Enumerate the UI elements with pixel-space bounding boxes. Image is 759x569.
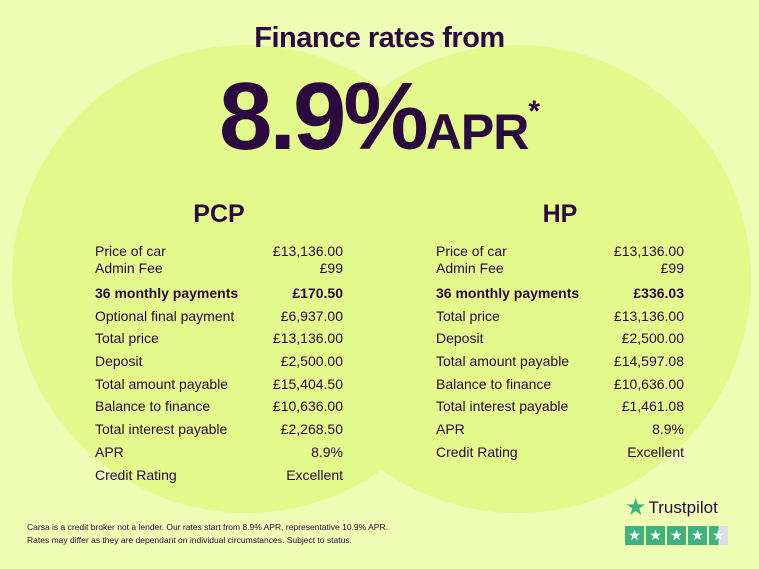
disclaimer: Carsa is a credit broker not a lender. O… xyxy=(27,521,388,546)
row-label: Price of car xyxy=(436,243,507,259)
row-value: 8.9% xyxy=(652,421,684,438)
star-icon: ★ xyxy=(688,526,707,545)
row-value: £15,404.50 xyxy=(272,375,343,392)
row-value: £336.03 xyxy=(633,285,684,301)
table-row: Total interest payable £2,268.50 xyxy=(95,418,343,441)
row-value: £2,500.00 xyxy=(621,330,684,347)
table-row: APR 8.9% xyxy=(436,418,684,441)
star-icon: ★ xyxy=(667,526,686,545)
row-value: £1,461.08 xyxy=(621,398,684,415)
table-row: Admin Fee £99 xyxy=(95,260,343,277)
trustpilot-stars: ★ ★ ★ ★ ★ xyxy=(625,526,728,545)
row-value: Excellent xyxy=(627,443,684,460)
row-label: Total interest payable xyxy=(436,398,569,415)
table-row: Balance to finance £10,636.00 xyxy=(95,395,343,418)
row-label: Price of car xyxy=(95,243,166,259)
disclaimer-line: Carsa is a credit broker not a lender. O… xyxy=(27,522,388,532)
table-row: Credit Rating Excellent xyxy=(95,464,343,487)
pcp-title: PCP xyxy=(193,200,245,228)
row-label: Total amount payable xyxy=(436,353,570,370)
table-row: Total interest payable £1,461.08 xyxy=(436,395,684,418)
table-row: Optional final payment £6,937.00 xyxy=(95,305,343,328)
rate-value: 8.9% xyxy=(218,63,429,170)
row-value: £2,500.00 xyxy=(280,353,343,370)
table-row: Total price £13,136.00 xyxy=(436,305,684,328)
row-value: £10,636.00 xyxy=(272,398,343,415)
row-value: £14,597.08 xyxy=(613,353,684,370)
pcp-panel: PCP Price of car £13,136.00 Admin Fee £99 36… xyxy=(95,200,343,486)
row-label: Total interest payable xyxy=(95,421,228,438)
row-value: £2,268.50 xyxy=(280,421,343,438)
table-row: 36 monthly payments £170.50 xyxy=(95,282,343,305)
table-row: Credit Rating Excellent xyxy=(436,441,684,464)
star-icon: ★ xyxy=(625,526,644,545)
table-row: Balance to finance £10,636.00 xyxy=(436,373,684,396)
row-value: 8.9% xyxy=(311,443,343,460)
disclaimer-line: Rates may differ as they are dependant o… xyxy=(27,534,352,545)
row-value: £10,636.00 xyxy=(613,375,684,392)
star-icon: ★ xyxy=(625,494,647,521)
row-label: Admin Fee xyxy=(95,260,163,276)
row-label: Balance to finance xyxy=(436,375,552,392)
row-label: Total price xyxy=(95,330,159,347)
row-label: Optional final payment xyxy=(95,307,235,324)
table-row: Deposit £2,500.00 xyxy=(95,350,343,373)
row-value: £13,136.00 xyxy=(272,243,343,259)
row-label: 36 monthly payments xyxy=(436,285,580,301)
row-label: Deposit xyxy=(436,330,484,347)
rate-suffix: APR xyxy=(425,104,530,160)
decorative-circle-right xyxy=(283,45,751,513)
row-label: Admin Fee xyxy=(436,260,504,276)
row-label: Total amount payable xyxy=(95,375,229,392)
rate-asterisk: * xyxy=(528,95,541,128)
table-row: Admin Fee £99 xyxy=(436,260,684,277)
table-row: Price of car £13,136.00 xyxy=(95,243,343,260)
row-label: Balance to finance xyxy=(95,398,211,415)
table-row: Deposit £2,500.00 xyxy=(436,327,684,350)
row-label: 36 monthly payments xyxy=(95,285,239,301)
row-label: Credit Rating xyxy=(436,443,518,460)
row-value: £170.50 xyxy=(292,285,343,301)
hp-panel: HP Price of car £13,136.00 Admin Fee £99 36 … xyxy=(436,200,684,464)
table-row: Total amount payable £14,597.08 xyxy=(436,350,684,373)
table-row: APR 8.9% xyxy=(95,441,343,464)
row-value: £13,136.00 xyxy=(613,307,684,324)
row-label: Deposit xyxy=(95,353,143,370)
row-value: Excellent xyxy=(286,466,343,483)
table-row: Total amount payable £15,404.50 xyxy=(95,373,343,396)
row-label: APR xyxy=(95,443,124,460)
row-label: APR xyxy=(436,421,465,438)
headline: Finance rates from xyxy=(254,22,505,54)
trustpilot-name: Trustpilot xyxy=(648,497,718,517)
table-row: 36 monthly payments £336.03 xyxy=(436,282,684,305)
star-icon: ★ xyxy=(709,526,728,545)
table-row: Price of car £13,136.00 xyxy=(436,243,684,260)
row-value: £99 xyxy=(319,260,343,276)
row-value: £99 xyxy=(660,260,684,276)
row-label: Total price xyxy=(436,307,500,324)
trustpilot-badge[interactable]: ★ Trustpilot ★ ★ ★ ★ ★ xyxy=(625,493,728,545)
rate-display: 8.9%APR* xyxy=(0,62,759,172)
star-icon: ★ xyxy=(646,526,665,545)
row-value: £6,937.00 xyxy=(280,307,343,324)
row-label: Credit Rating xyxy=(95,466,177,483)
row-value: £13,136.00 xyxy=(272,330,343,347)
row-value: £13,136.00 xyxy=(613,243,684,259)
table-row: Total price £13,136.00 xyxy=(95,327,343,350)
hp-title: HP xyxy=(542,200,578,228)
